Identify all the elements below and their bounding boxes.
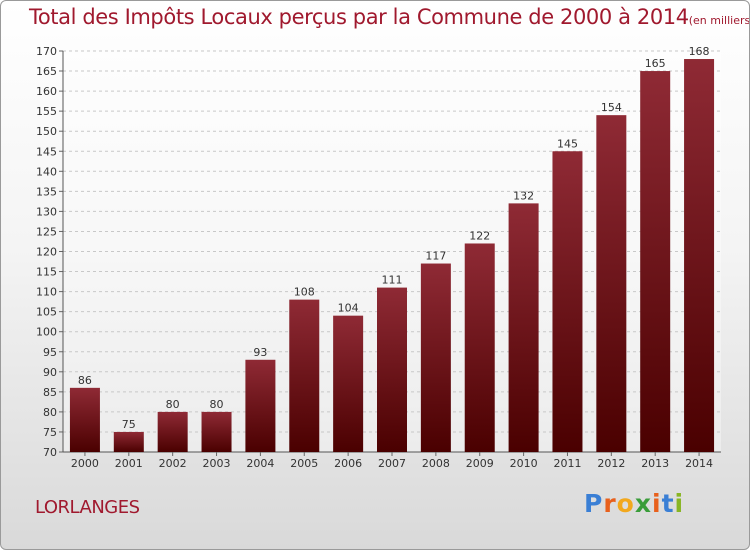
data-label: 104	[338, 302, 359, 315]
data-label: 117	[425, 250, 446, 263]
data-label: 145	[557, 137, 578, 150]
chart-title: Total des Impôts Locaux perçus par la Co…	[29, 5, 750, 29]
x-tick-label: 2003	[203, 457, 231, 470]
title-unit: (en milliers d'€)	[688, 14, 750, 27]
x-tick-label: 2014	[685, 457, 713, 470]
data-label: 111	[382, 274, 403, 287]
data-label: 75	[122, 418, 136, 431]
y-tick-label: 135	[36, 185, 57, 198]
data-label: 80	[166, 398, 180, 411]
x-tick-label: 2011	[553, 457, 581, 470]
bar	[508, 203, 539, 452]
bar	[201, 411, 232, 452]
y-tick-label: 145	[36, 145, 57, 158]
x-tick-label: 2013	[641, 457, 669, 470]
data-label: 108	[294, 286, 315, 299]
bar	[245, 359, 276, 452]
x-tick-label: 2000	[71, 457, 99, 470]
y-tick-label: 95	[43, 346, 57, 359]
data-label: 80	[210, 398, 224, 411]
bar	[333, 315, 364, 452]
logo-letter: t	[661, 489, 675, 518]
logo-letter: x	[634, 489, 652, 518]
y-tick-label: 165	[36, 65, 57, 78]
logo-letter: P	[584, 489, 604, 518]
bar	[113, 431, 144, 452]
x-tick-label: 2008	[422, 457, 450, 470]
data-label: 122	[469, 229, 490, 242]
y-tick-label: 85	[43, 386, 57, 399]
x-tick-label: 2009	[466, 457, 494, 470]
bar	[596, 115, 627, 452]
y-tick-label: 155	[36, 105, 57, 118]
x-tick-label: 2006	[334, 457, 362, 470]
y-tick-label: 125	[36, 225, 57, 238]
bar	[377, 287, 407, 452]
y-tick-label: 75	[43, 426, 57, 439]
y-tick-label: 150	[36, 125, 57, 138]
data-label: 154	[601, 101, 622, 114]
bar	[289, 299, 320, 452]
bar	[552, 151, 583, 452]
bar	[640, 71, 671, 453]
commune-name: LORLANGES	[35, 497, 140, 518]
bar	[464, 243, 495, 452]
logo-letter: r	[603, 489, 617, 518]
data-label: 86	[78, 374, 92, 387]
y-tick-label: 80	[43, 406, 57, 419]
x-tick-label: 2002	[159, 457, 187, 470]
y-tick-label: 70	[43, 446, 57, 459]
x-tick-label: 2004	[246, 457, 274, 470]
y-tick-label: 120	[36, 246, 57, 259]
data-label: 165	[645, 57, 666, 70]
y-tick-label: 105	[36, 306, 57, 319]
bar	[69, 387, 100, 452]
x-tick-label: 2001	[115, 457, 143, 470]
y-tick-label: 110	[36, 286, 57, 299]
logo-letter: i	[652, 489, 662, 518]
data-label: 93	[253, 346, 267, 359]
data-label: 168	[689, 45, 710, 58]
x-tick-label: 2005	[290, 457, 318, 470]
y-tick-label: 115	[36, 266, 57, 279]
data-label: 132	[513, 189, 534, 202]
title-text: Total des Impôts Locaux perçus par la Co…	[29, 5, 689, 29]
proxiti-logo: Proxiti	[584, 489, 684, 518]
bar	[157, 411, 188, 452]
y-tick-label: 100	[36, 326, 57, 339]
y-tick-label: 130	[36, 205, 57, 218]
x-tick-label: 2012	[597, 457, 625, 470]
logo-letter: i	[674, 489, 685, 518]
y-tick-label: 140	[36, 165, 57, 178]
bar	[420, 263, 451, 452]
logo-letter: o	[616, 489, 635, 518]
y-tick-label: 90	[43, 366, 57, 379]
bar	[684, 59, 715, 453]
y-tick-label: 170	[36, 45, 57, 58]
y-tick-label: 160	[36, 85, 57, 98]
x-tick-label: 2010	[510, 457, 538, 470]
x-tick-label: 2007	[378, 457, 406, 470]
